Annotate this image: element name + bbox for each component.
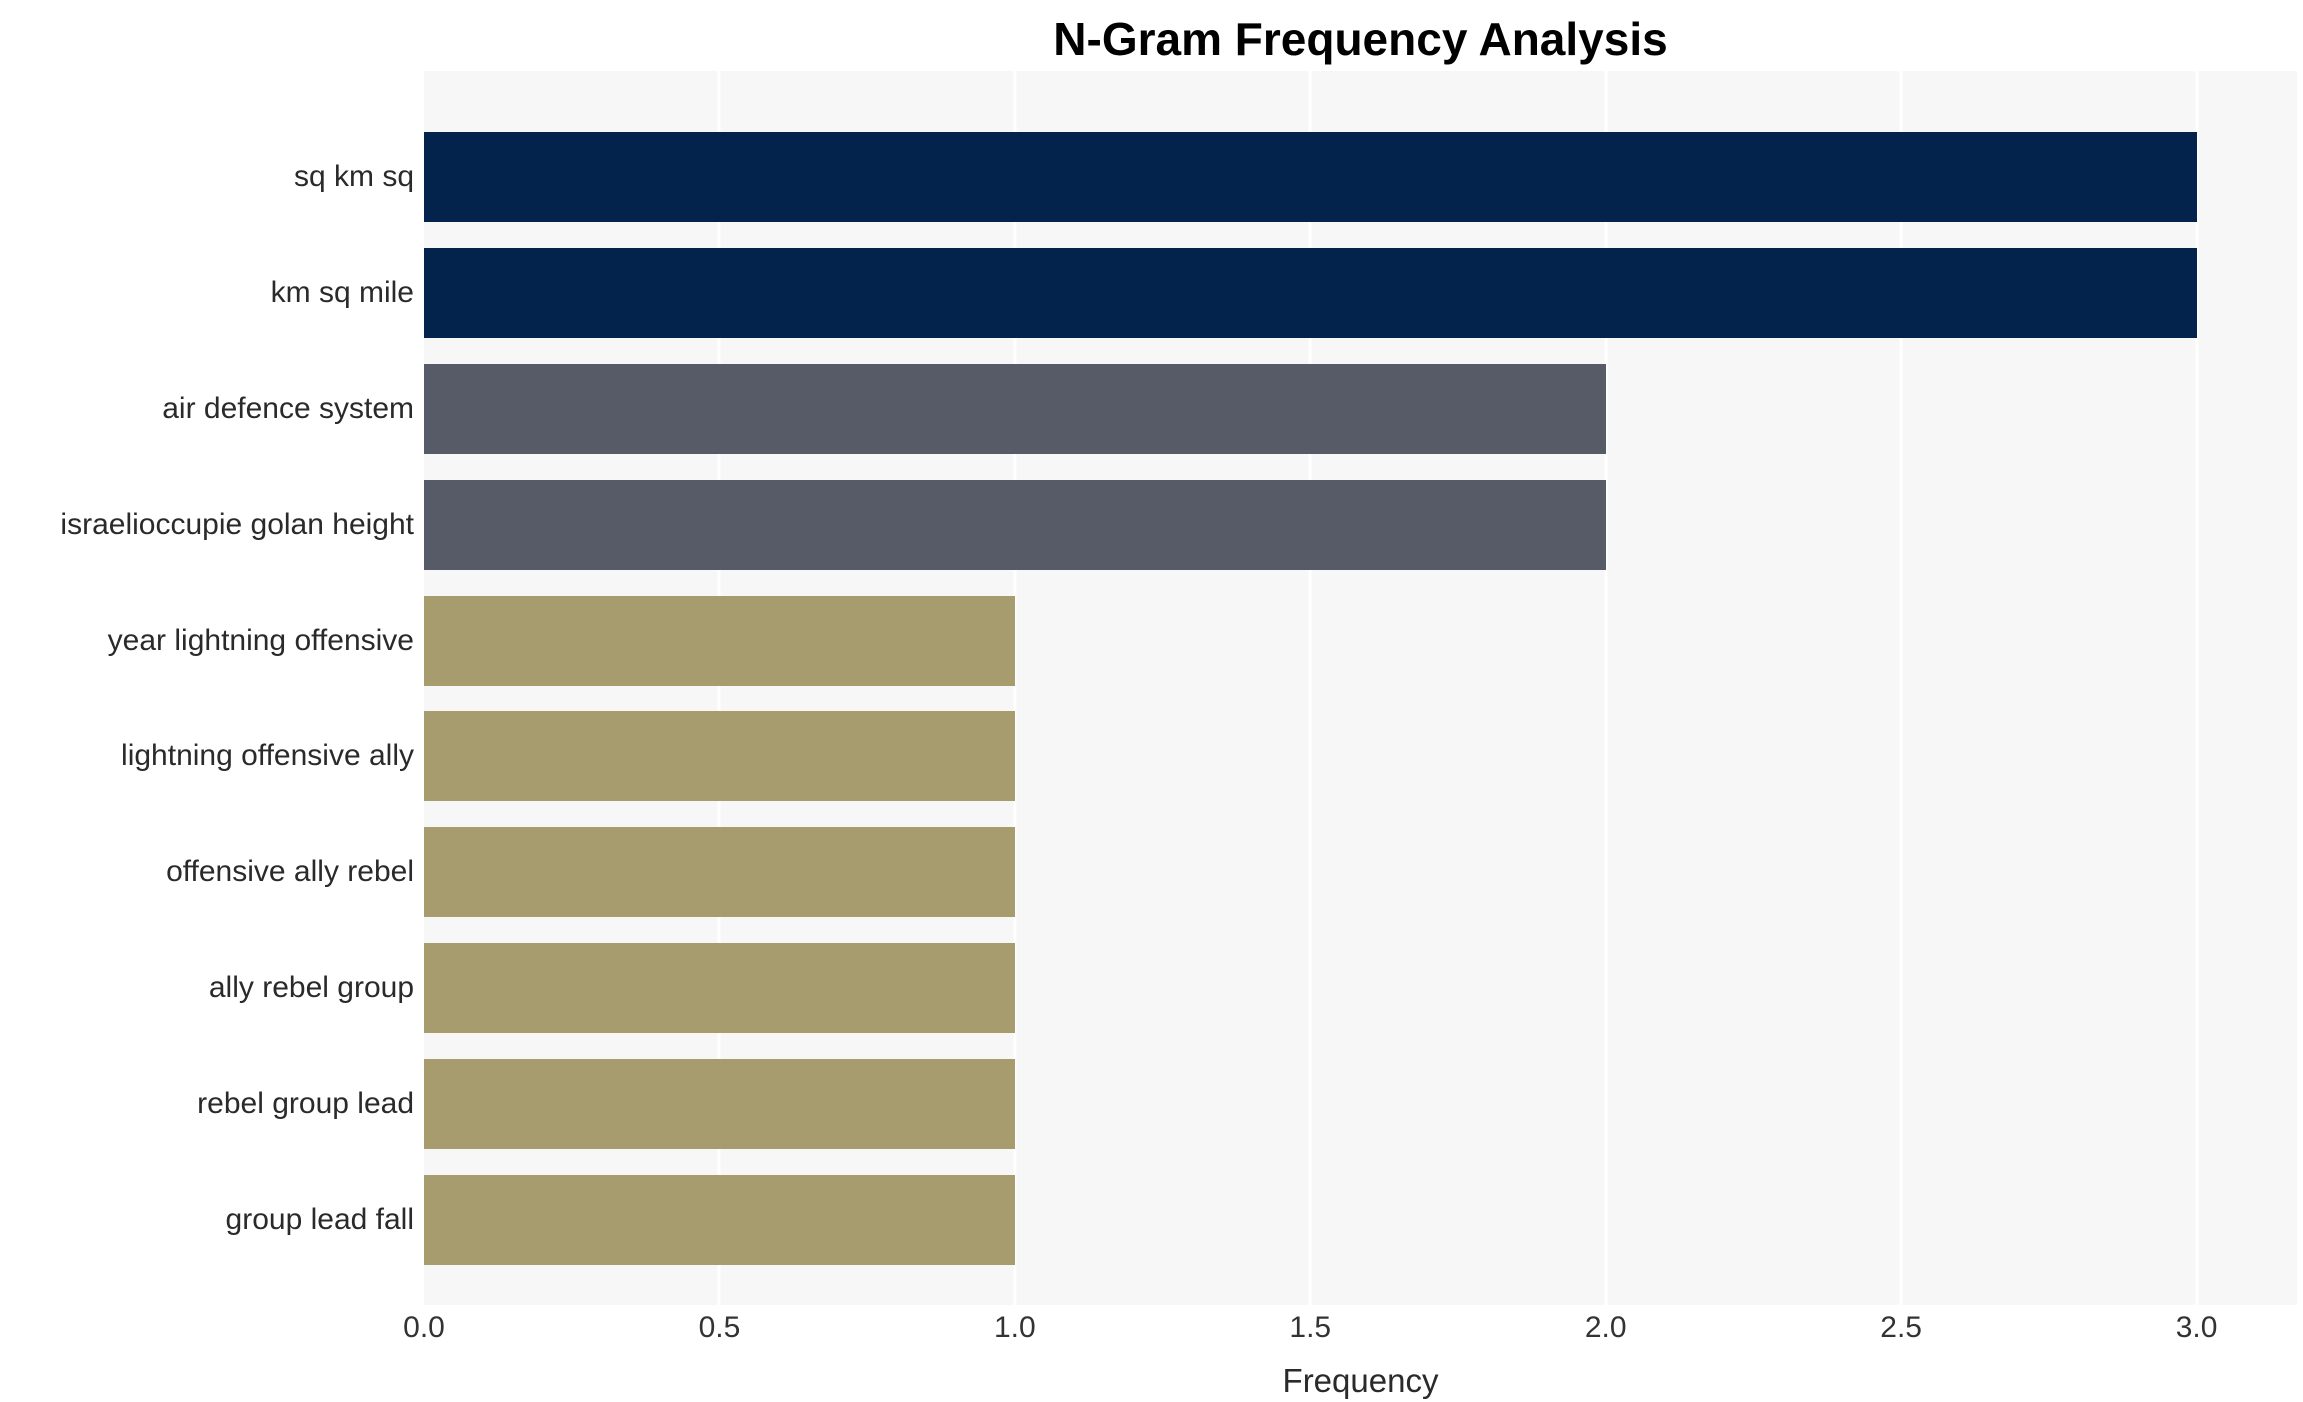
bar-rows [424,71,2297,1305]
category-label-row: km sq mile [0,235,424,351]
gridline [717,71,721,1305]
x-axis-ticks: 0.0 0.5 1.0 1.5 2.0 2.5 3.0 [403,1311,2297,1347]
bar [424,247,2197,338]
category-label-row: sq km sq [0,119,424,235]
category-label: rebel group lead [197,1087,414,1121]
bar-row [424,1046,2297,1162]
bar [424,1175,1015,1266]
category-label: air defence system [162,391,414,425]
category-label: lightning offensive ally [121,739,414,773]
x-tick-label: 2.5 [1880,1311,1922,1344]
category-label: group lead fall [225,1203,414,1237]
category-label: year lightning offensive [107,623,414,657]
gridline [1013,71,1017,1305]
gridline [1604,71,1608,1305]
bar-row [424,583,2297,699]
category-label: israelioccupie golan height [60,507,414,541]
bar-row [424,930,2297,1046]
x-tick-label: 1.5 [1289,1311,1332,1344]
bar [424,363,1606,454]
bar [424,943,1015,1034]
category-label: offensive ally rebel [166,855,414,889]
gridline [2195,71,2199,1305]
bar [424,827,1015,918]
x-tick-label: 0.0 [403,1311,445,1344]
category-label-row: rebel group lead [0,1046,424,1162]
category-label-row: lightning offensive ally [0,699,424,815]
x-axis-title: Frequency [1282,1362,1439,1399]
bar [424,1059,1015,1150]
x-tick-label: 0.5 [698,1311,741,1344]
bar-row [424,351,2297,467]
bar-row [424,119,2297,235]
chart-title: N-Gram Frequency Analysis [1053,13,1668,65]
category-label-row: group lead fall [0,1162,424,1278]
category-label: km sq mile [270,275,414,309]
category-label-row: ally rebel group [0,930,424,1046]
bar-row [424,814,2297,930]
bar-row [424,699,2297,815]
gridline [1899,71,1903,1305]
bar [424,479,1606,570]
category-label-row: israelioccupie golan height [0,467,424,583]
category-label: ally rebel group [208,971,414,1005]
x-tick-label: 3.0 [2175,1311,2218,1344]
category-label: sq km sq [293,159,414,193]
bar-row [424,1162,2297,1278]
bar [424,711,1015,802]
bar [424,131,2197,222]
category-label-row: offensive ally rebel [0,814,424,930]
gridline [1308,71,1312,1305]
bar [424,595,1015,686]
plot-area [424,71,2297,1305]
x-tick-label: 1.0 [993,1311,1036,1344]
bar-row [424,235,2297,351]
chart-body: sq km sq km sq mile air defence system isra… [0,71,2297,1305]
category-label-row: year lightning offensive [0,583,424,699]
x-tick-label: 2.0 [1584,1311,1627,1344]
category-label-row: air defence system [0,351,424,467]
bar-row [424,467,2297,583]
y-axis-labels: sq km sq km sq mile air defence system isra… [0,71,424,1305]
